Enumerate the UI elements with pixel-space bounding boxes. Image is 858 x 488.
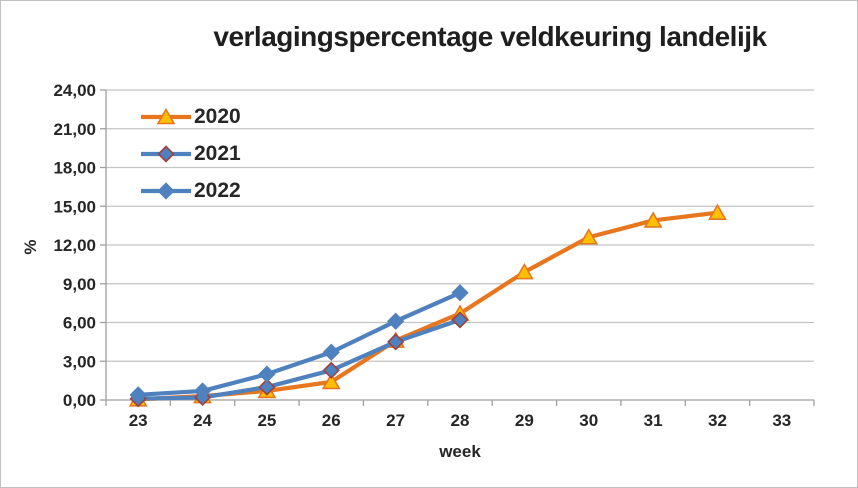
- series-2022-line: [136, 290, 463, 397]
- y-axis-title: %: [21, 239, 40, 255]
- marker-2022-week-28: [451, 284, 469, 302]
- marker-2021-week-25: [258, 378, 276, 396]
- y-tick-label: 12,00: [53, 236, 96, 255]
- x-tick-label: 23: [129, 411, 148, 430]
- y-tick-label: 24,00: [53, 81, 96, 100]
- legend-marker-2021-icon: [141, 144, 191, 163]
- marker-2020-week-29: [514, 263, 534, 280]
- x-tick-label: 28: [451, 411, 470, 430]
- marker-2021-week-27: [387, 333, 405, 351]
- marker-2020-week-32: [708, 203, 727, 221]
- marker-2022-week-27: [387, 312, 405, 330]
- series-2021-line: [136, 317, 463, 401]
- legend-marker-2022-icon: [141, 181, 191, 200]
- y-tick-label: 3,00: [63, 352, 96, 371]
- marker-2022-week-23: [129, 386, 147, 404]
- y-tick-label: 9,00: [63, 275, 96, 294]
- marker-2022-week-25: [258, 365, 276, 383]
- x-axis-title: week: [439, 442, 481, 461]
- y-tick-label: 15,00: [53, 197, 96, 216]
- marker-2022-week-26: [322, 343, 340, 361]
- x-tick-label: 24: [193, 411, 212, 430]
- gridlines: [106, 89, 814, 401]
- legend-label-2022: 2022: [194, 178, 241, 202]
- y-tick-label: 21,00: [53, 120, 96, 139]
- marker-2022-week-24: [193, 382, 212, 400]
- axes: 0,00 3,00 6,00 9,00 12,00 15,00 18,00 21,00 24,0…: [53, 81, 815, 430]
- legend-label-2020: 2020: [194, 104, 241, 128]
- chart-title: verlagingspercentage veldkeuring landeli…: [213, 21, 767, 52]
- x-tick-label: 30: [579, 411, 598, 430]
- x-tick-label: 29: [515, 411, 534, 430]
- x-tick-label: 26: [322, 411, 341, 430]
- y-tick-label: 18,00: [53, 159, 96, 178]
- marker-2020-week-26: [321, 372, 341, 390]
- x-tick-label: 32: [708, 411, 727, 430]
- legend-entry-2021: 2021: [141, 135, 241, 172]
- x-tick-label: 27: [386, 411, 405, 430]
- legend-label-2021: 2021: [194, 141, 241, 165]
- legend-entry-2022: 2022: [141, 172, 241, 209]
- marker-2021-week-28: [451, 311, 469, 329]
- x-tick-label: 33: [772, 411, 791, 430]
- series-2022: [129, 284, 469, 404]
- x-tick-label: 25: [257, 411, 276, 430]
- legend: 2020 2021 2022: [141, 98, 241, 209]
- marker-2020-week-31: [643, 211, 663, 228]
- y-tick-label: 0,00: [63, 391, 96, 410]
- legend-entry-2020: 2020: [141, 98, 241, 135]
- x-tick-label: 31: [644, 411, 663, 430]
- marker-2020-week-30: [579, 228, 599, 245]
- legend-marker-2020-icon: [141, 107, 191, 126]
- y-tick-label: 6,00: [63, 314, 96, 333]
- marker-2021-week-26: [322, 361, 340, 379]
